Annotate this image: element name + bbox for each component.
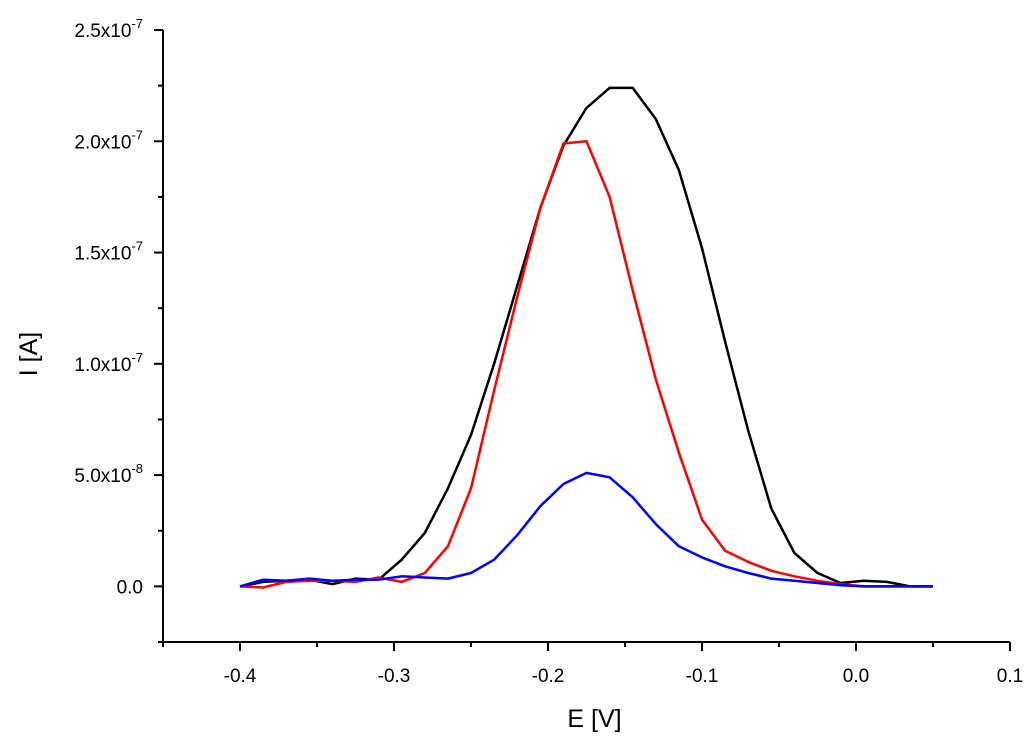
x-tick-label: -0.2	[532, 666, 565, 687]
y-tick-label: 0.0	[117, 577, 143, 598]
y-tick-label: 2.0x10-7	[74, 127, 143, 153]
series-layer	[239, 86, 933, 589]
y-tick-label: 2.5x10-7	[74, 16, 143, 42]
series-line-2	[239, 140, 933, 589]
y-axis-title: I [A]	[15, 332, 43, 376]
y-tick-label: 5.0x10-8	[74, 461, 143, 487]
ticks: -0.4 -0.3 -0.2 -0.1 0.0 0.1 0.0 5.0x10-8 1.0x10-…	[74, 16, 1023, 687]
y-tick-label: 1.0x10-7	[74, 350, 143, 376]
x-tick-label: -0.4	[224, 666, 257, 687]
y-tick-label: 1.5x10-7	[74, 239, 143, 265]
x-tick-label: 0.0	[843, 666, 869, 687]
axes	[162, 30, 1010, 643]
x-tick-label: -0.1	[686, 666, 719, 687]
x-tick-label: -0.3	[378, 666, 411, 687]
series-line-3	[239, 471, 933, 588]
series-line-1	[239, 86, 933, 588]
x-tick-label: 0.1	[997, 666, 1023, 687]
x-axis-title: E [V]	[567, 705, 621, 733]
